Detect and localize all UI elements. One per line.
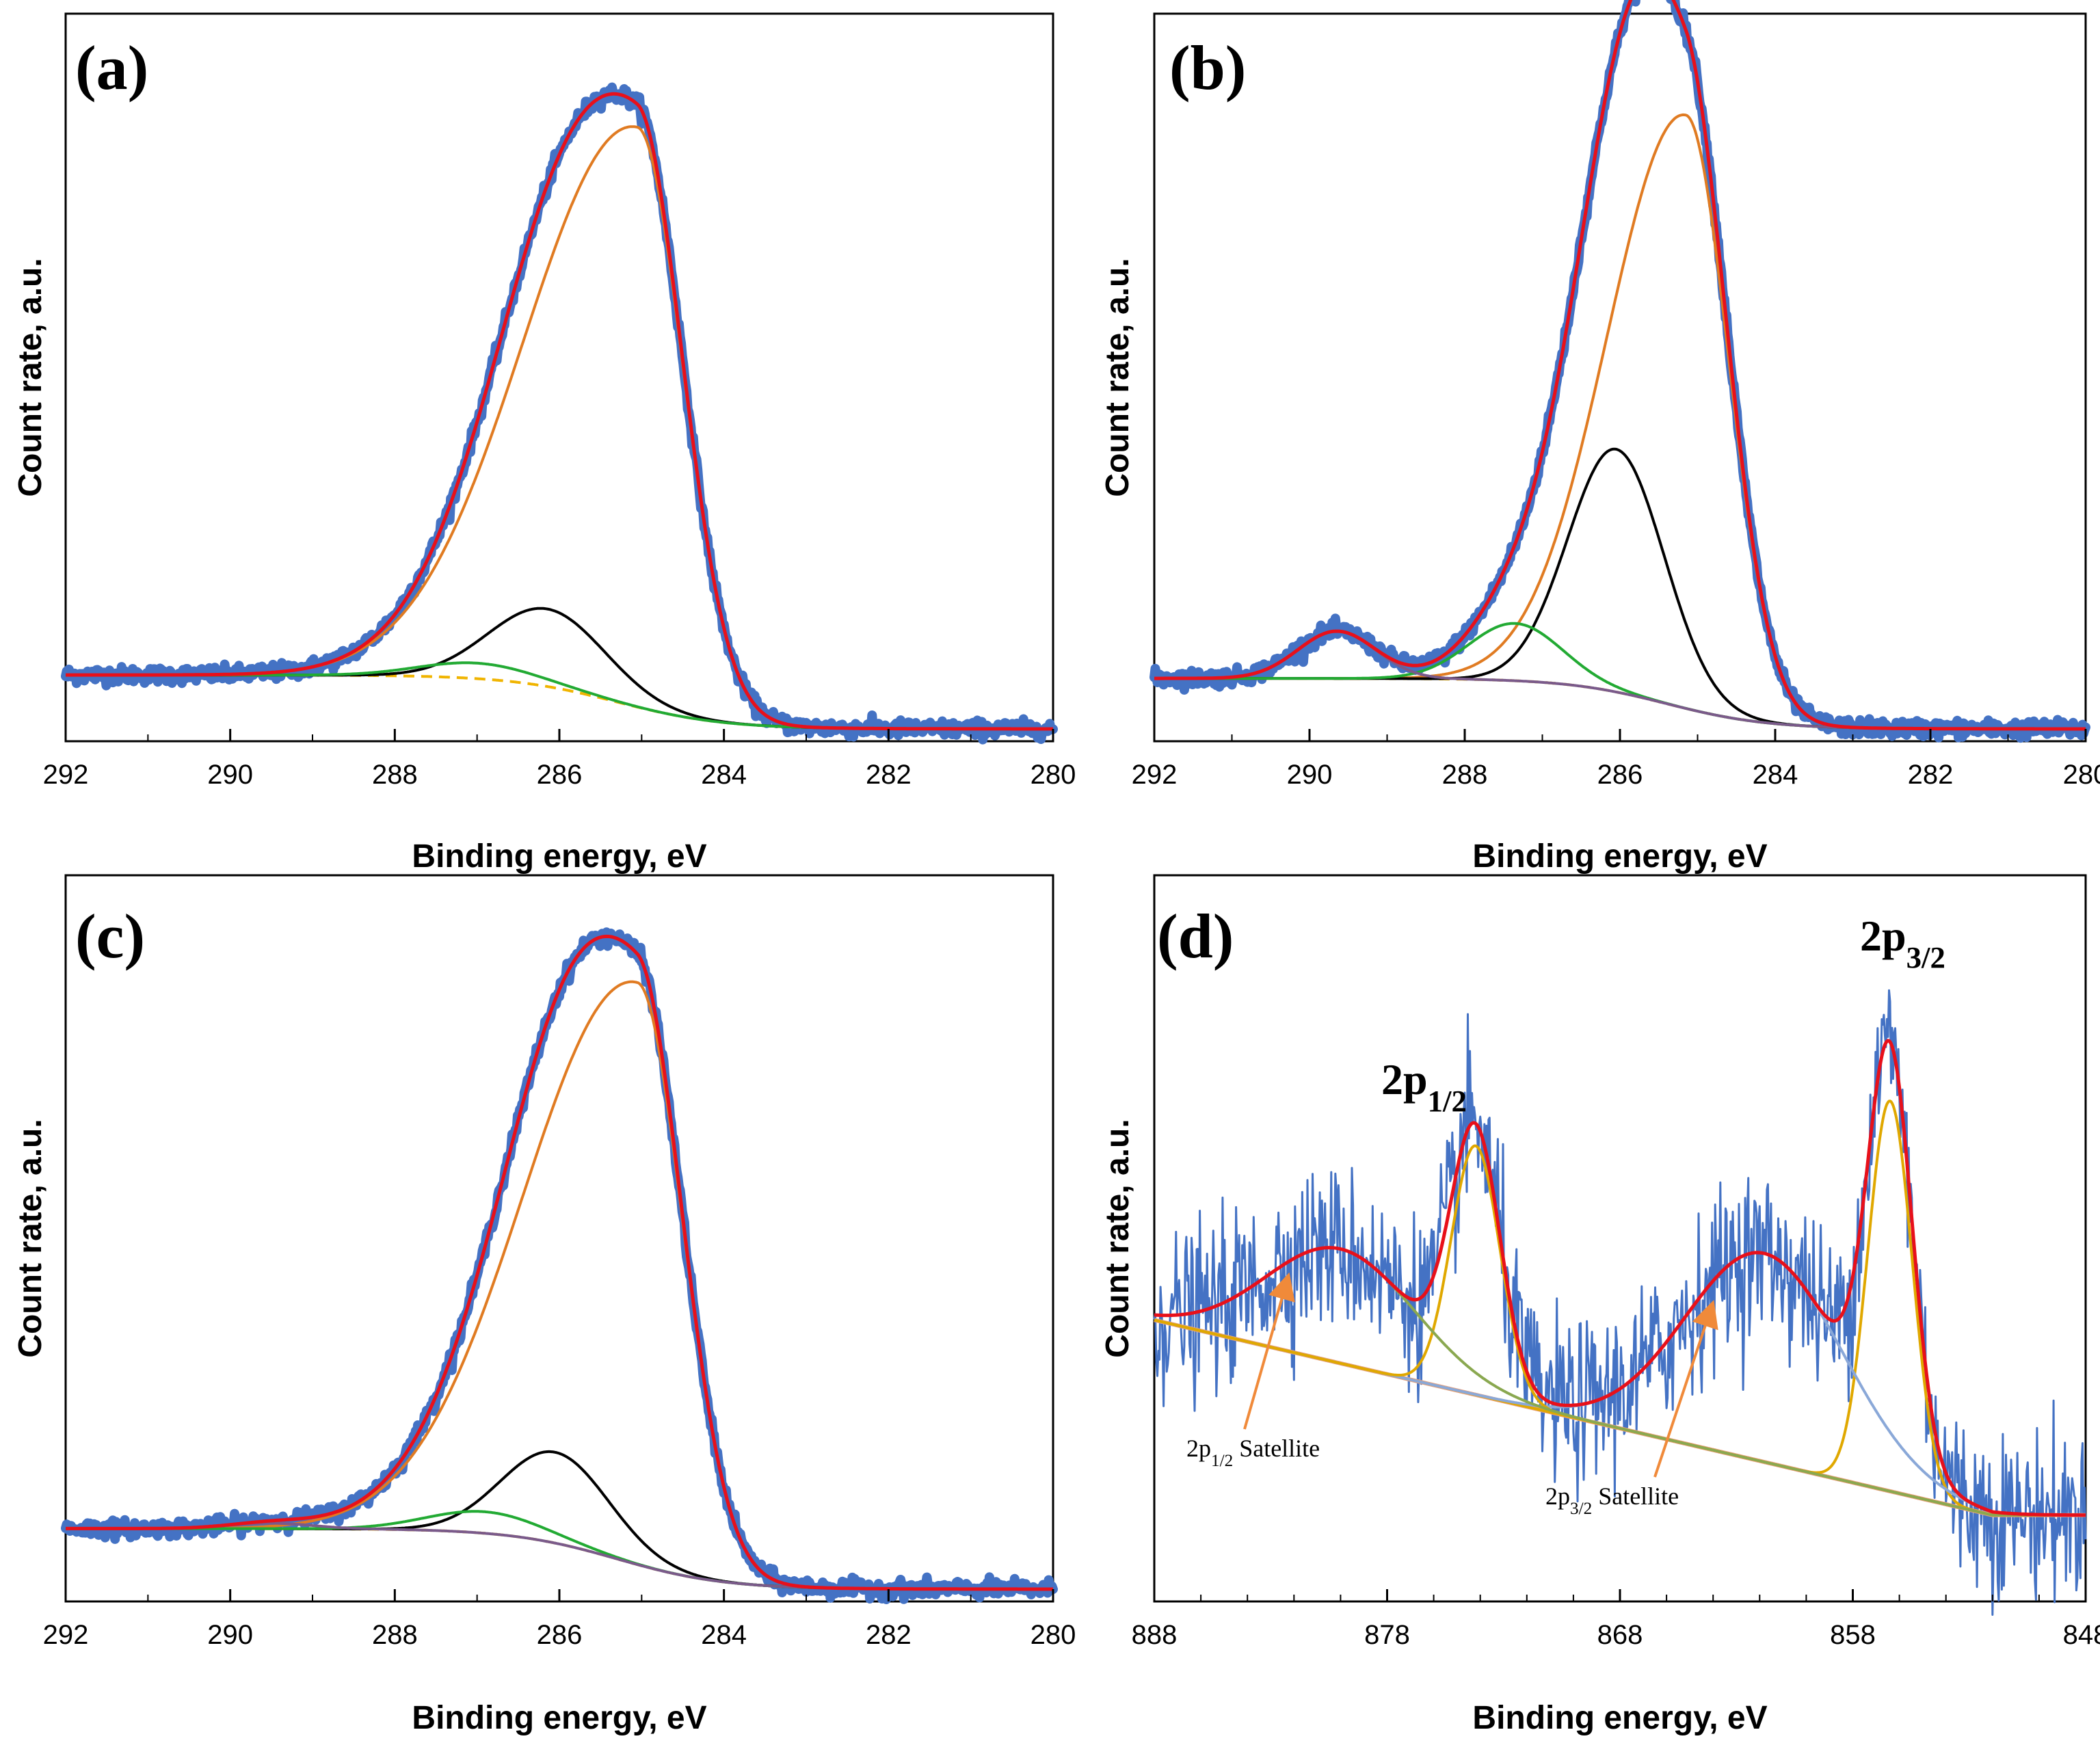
satellite-label-2p1-2: 2p1/2 Satellite bbox=[1186, 1435, 1320, 1470]
fit-envelope bbox=[1154, 0, 2086, 731]
chart-panel-c: 292 290 288 286 284 282 280 Binding energy, eV C… bbox=[12, 874, 1076, 1736]
satellite-arrow-2p3-2 bbox=[1653, 1300, 1718, 1478]
x-tick-label: 282 bbox=[1908, 760, 1954, 790]
x-tick-label: 292 bbox=[1132, 760, 1178, 790]
panel-label: (a) bbox=[75, 33, 148, 103]
x-tick-label: 888 bbox=[1132, 1620, 1178, 1650]
fit-envelope bbox=[66, 92, 1053, 731]
x-tick-label: 290 bbox=[1287, 760, 1333, 790]
x-tick-label: 282 bbox=[866, 760, 912, 790]
x-tick-label: 280 bbox=[2063, 760, 2100, 790]
x-tick-label: 280 bbox=[1031, 760, 1076, 790]
peak-label-2p1-2: 2p1/2 bbox=[1381, 1055, 1467, 1118]
panel-label: (b) bbox=[1169, 33, 1246, 103]
x-tick-label: 286 bbox=[537, 760, 583, 790]
panel-label: (d) bbox=[1157, 901, 1234, 971]
satellite-arrow-2p1-2 bbox=[1243, 1272, 1295, 1430]
x-tick-label: 284 bbox=[701, 1620, 747, 1650]
x-axis-title: Binding energy, eV bbox=[1472, 838, 1767, 875]
x-tick-label: 878 bbox=[1364, 1620, 1410, 1650]
x-tick-label: 868 bbox=[1597, 1620, 1643, 1650]
x-tick-label: 288 bbox=[1442, 760, 1488, 790]
chart-panel-a: 292 290 288 286 284 282 280 Binding energy, eV C… bbox=[12, 12, 1076, 875]
fit-component-1 bbox=[66, 980, 1053, 1591]
y-axis-title: Count rate, a.u. bbox=[1100, 258, 1136, 496]
x-tick-label: 280 bbox=[1031, 1620, 1076, 1650]
x-tick-label: 290 bbox=[207, 760, 253, 790]
x-tick-label: 284 bbox=[701, 760, 747, 790]
x-axis-title: Binding energy, eV bbox=[1472, 1700, 1767, 1736]
raw-data-series bbox=[61, 927, 1058, 1604]
x-tick-label: 286 bbox=[1597, 760, 1643, 790]
x-tick-label: 288 bbox=[372, 1620, 418, 1650]
fit-component-3 bbox=[1154, 622, 2086, 730]
satellite-label-2p3-2: 2p3/2 Satellite bbox=[1545, 1482, 1679, 1518]
x-axis-title: Binding energy, eV bbox=[412, 1700, 706, 1736]
chart-panel-b: 292 290 288 286 284 282 280 Binding energy, eV C… bbox=[1100, 0, 2100, 875]
chart-panel-d: 888 878 868 858 848 Binding energy, eV Count r… bbox=[1100, 874, 2100, 1736]
peak-label-2p3-2: 2p3/2 bbox=[1860, 912, 1945, 974]
raw-data-series bbox=[1149, 0, 2090, 743]
x-tick-label: 290 bbox=[207, 1620, 253, 1650]
x-tick-label: 858 bbox=[1830, 1620, 1876, 1650]
x-tick-label: 282 bbox=[866, 1620, 912, 1650]
x-tick-label: 286 bbox=[537, 1620, 583, 1650]
raw-data-series bbox=[61, 82, 1058, 745]
y-axis-title: Count rate, a.u. bbox=[12, 258, 49, 496]
fit-envelope bbox=[1154, 1039, 2086, 1517]
panel-label: (c) bbox=[75, 901, 145, 971]
raw-data-series bbox=[1153, 989, 2087, 1616]
fit-envelope bbox=[66, 934, 1053, 1591]
y-axis-title: Count rate, a.u. bbox=[1100, 1119, 1136, 1357]
x-tick-label: 848 bbox=[2063, 1620, 2100, 1650]
x-axis-title: Binding energy, eV bbox=[412, 838, 706, 875]
fit-component-1 bbox=[66, 125, 1053, 730]
x-tick-label: 292 bbox=[43, 760, 89, 790]
fit-component-1 bbox=[1154, 113, 2086, 730]
plot-frame bbox=[64, 12, 1054, 743]
y-axis-title: Count rate, a.u. bbox=[12, 1119, 49, 1357]
x-tick-label: 284 bbox=[1753, 760, 1798, 790]
x-tick-label: 288 bbox=[372, 760, 418, 790]
plot-frame bbox=[1153, 12, 2087, 743]
x-tick-label: 292 bbox=[43, 1620, 89, 1650]
